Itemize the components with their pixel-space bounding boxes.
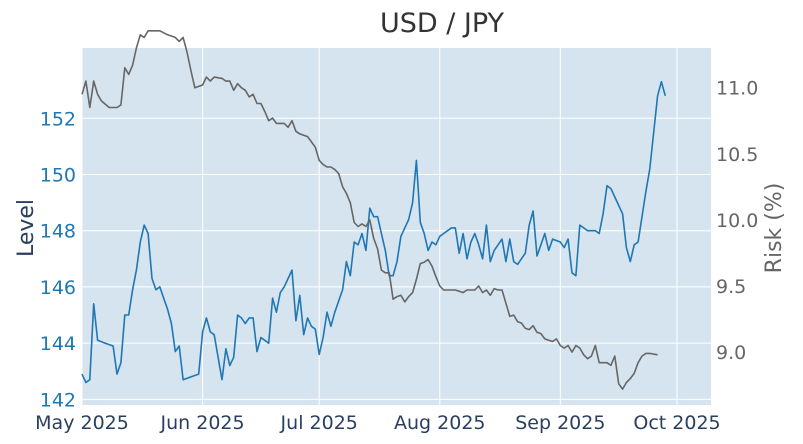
y-tick-label-left: 148 — [40, 221, 76, 243]
plot-area — [82, 48, 711, 405]
x-tick-label: Sep 2025 — [515, 412, 605, 434]
y-axis-title-right: Risk (%) — [762, 183, 787, 274]
risk-series-line — [81, 30, 658, 390]
y-tick-label-right: 9.0 — [716, 342, 746, 364]
x-tick-label: Oct 2025 — [633, 412, 720, 434]
x-tick-label: Jun 2025 — [160, 412, 245, 434]
y-tick-label-left: 150 — [40, 164, 76, 186]
y-tick-label-right: 11.0 — [716, 78, 758, 100]
y-axis-title-left: Level — [14, 199, 39, 257]
right-axis-ticks: 9.0 9.5 10.0 10.5 11.0 — [716, 78, 758, 364]
level-series-line — [81, 80, 667, 384]
chart-title: USD / JPY — [380, 8, 505, 39]
y-tick-label-left: 152 — [40, 108, 76, 130]
x-tick-label: Jul 2025 — [280, 412, 358, 434]
y-tick-label-right: 9.5 — [716, 276, 746, 298]
y-tick-label-right: 10.5 — [716, 144, 758, 166]
y-tick-label-left: 146 — [40, 277, 76, 299]
x-tick-label: May 2025 — [35, 412, 129, 434]
y-tick-label-left: 142 — [40, 389, 76, 411]
left-axis-ticks: 142 144 146 148 150 152 — [40, 108, 76, 411]
y-tick-label-right: 10.0 — [716, 210, 758, 232]
x-tick-label: Aug 2025 — [394, 412, 486, 434]
series-layer — [81, 30, 667, 390]
y-gridlines — [82, 117, 711, 400]
x-axis-ticks: May 2025 Jun 2025 Jul 2025 Aug 2025 Sep 2025… — [35, 412, 720, 434]
y-tick-label-left: 144 — [40, 333, 76, 355]
x-gridlines — [81, 48, 678, 405]
